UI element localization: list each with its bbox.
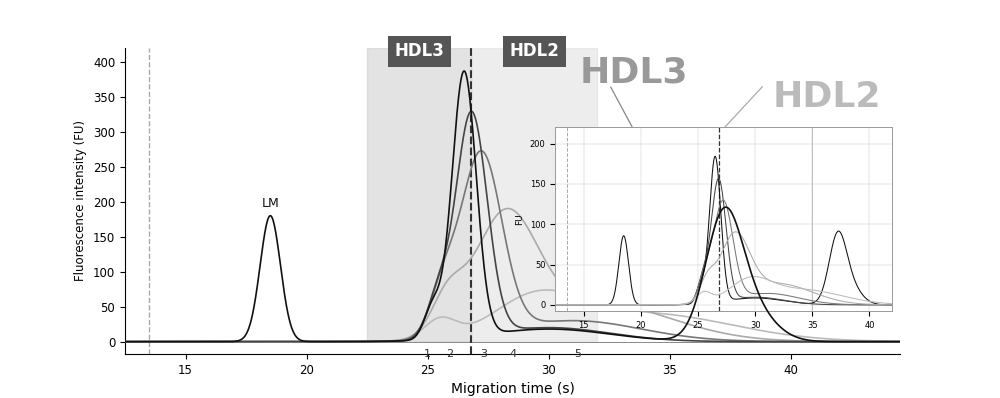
- Text: LM: LM: [261, 197, 279, 210]
- Text: UM: UM: [721, 211, 740, 224]
- Text: 1: 1: [424, 349, 431, 359]
- Text: HDL3: HDL3: [579, 55, 688, 89]
- Text: 5: 5: [574, 349, 581, 359]
- Y-axis label: Fluorescence intensity (FU): Fluorescence intensity (FU): [74, 121, 87, 281]
- Text: HDL2: HDL2: [773, 80, 882, 114]
- Text: HDL2: HDL2: [509, 42, 559, 60]
- Bar: [471, 48, 597, 341]
- Bar: [367, 48, 471, 341]
- Text: 2: 2: [446, 349, 453, 359]
- X-axis label: Migration time (s): Migration time (s): [451, 382, 574, 396]
- Text: HDL3: HDL3: [394, 42, 444, 60]
- Text: 4: 4: [509, 349, 516, 359]
- Text: 3: 3: [480, 349, 487, 359]
